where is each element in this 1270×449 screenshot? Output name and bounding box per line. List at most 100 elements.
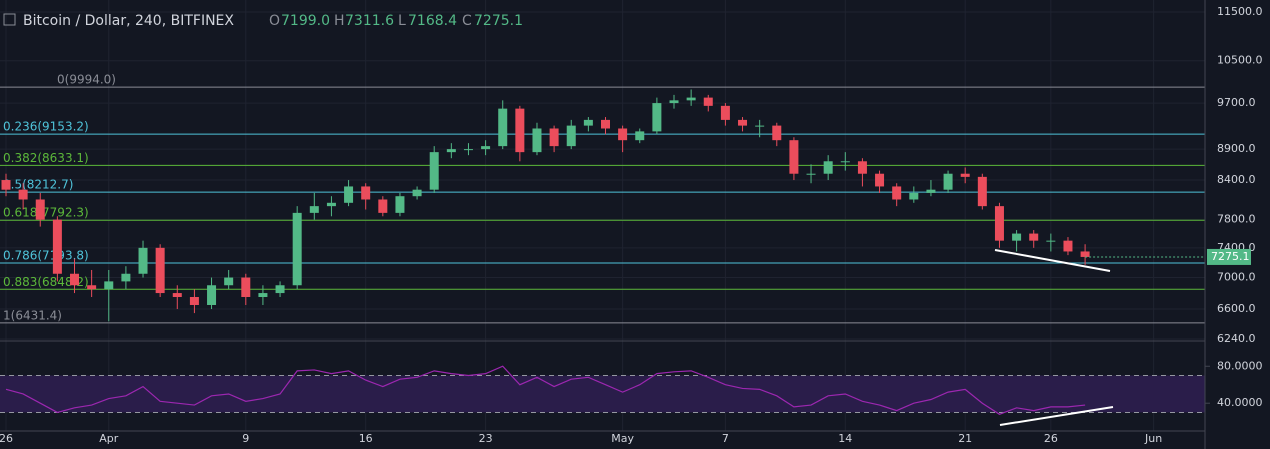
candle-body	[515, 108, 525, 153]
candle-body	[241, 277, 251, 298]
candle-body	[138, 247, 148, 274]
y-tick-label: 8900.0	[1217, 142, 1256, 155]
y-tick-label: 7000.0	[1217, 271, 1256, 284]
open-value: 7199.0	[281, 13, 330, 29]
x-tick-label: 7	[722, 432, 729, 445]
candle-body	[892, 186, 902, 200]
candle-body	[943, 173, 953, 190]
candle-body	[1063, 240, 1073, 252]
candle-body	[446, 149, 456, 153]
candle-body	[326, 202, 336, 207]
y-tick-label: 9700.0	[1217, 96, 1256, 109]
candle-body	[344, 186, 354, 203]
candle-body	[189, 297, 199, 305]
candle-body	[18, 189, 28, 200]
fib-label: 0.618(7792.3)	[3, 206, 89, 220]
open-label: O	[269, 13, 280, 29]
y-tick-label: 11500.0	[1217, 5, 1263, 18]
fib-label: 0.382(8633.1)	[3, 151, 89, 165]
candle-body	[549, 128, 559, 147]
candle-body	[292, 212, 302, 286]
candle-body	[378, 199, 388, 213]
x-tick-label: May	[611, 432, 634, 445]
candle-body	[738, 119, 748, 126]
candle-body	[412, 189, 422, 197]
x-tick-label: 21	[958, 432, 972, 445]
close-value: 7275.1	[474, 13, 523, 29]
candle-body	[70, 273, 80, 286]
candle-body	[361, 186, 371, 200]
candle-body	[977, 176, 987, 207]
y-tick-label: 10500.0	[1217, 54, 1263, 67]
candle-body	[875, 173, 885, 187]
x-tick-label: 14	[838, 432, 852, 445]
candle-body	[207, 285, 217, 305]
y-tick-label: 6600.0	[1217, 302, 1256, 315]
trend-line	[994, 249, 1111, 272]
candle-body	[669, 100, 679, 104]
candle-body	[789, 140, 799, 174]
last-price-box	[1207, 248, 1251, 265]
close-label: C	[462, 13, 472, 29]
candle-body	[35, 199, 45, 220]
collapse-icon[interactable]	[3, 13, 16, 26]
x-tick-label: Apr	[99, 432, 119, 445]
candle-body	[926, 189, 936, 193]
candle-body	[635, 131, 645, 141]
candle-body	[960, 173, 970, 177]
candle-body	[857, 161, 867, 174]
candle-body	[909, 192, 919, 200]
candle-body	[121, 273, 131, 282]
high-label: H	[334, 13, 345, 29]
candle-body	[155, 247, 165, 294]
candle-body	[652, 103, 662, 132]
candle-body	[583, 119, 593, 126]
last-price-label: 7275.1	[1211, 250, 1250, 263]
candle-body	[172, 293, 182, 298]
x-tick-label: 16	[359, 432, 373, 445]
candle-body	[498, 108, 508, 147]
candle-body	[532, 128, 542, 153]
candle-body	[1029, 233, 1039, 241]
y-tick-label: 40.0000	[1217, 396, 1263, 409]
x-tick-label: Jun	[1144, 432, 1162, 445]
candle-body	[87, 285, 97, 290]
fib-label: 0.883(6848.2)	[3, 275, 89, 289]
fib-label: 0.5(8212.7)	[3, 178, 73, 192]
x-tick-label: 26	[0, 432, 13, 445]
high-value: 7311.6	[345, 13, 394, 29]
candle-body	[395, 196, 405, 213]
candle-body	[224, 277, 234, 286]
low-value: 7168.4	[408, 13, 457, 29]
candle-body	[52, 219, 62, 274]
candle-body	[258, 293, 268, 298]
fib-label: 1(6431.4)	[3, 308, 62, 322]
candle-body	[1046, 240, 1056, 242]
grid	[0, 0, 1205, 431]
y-tick-label: 8400.0	[1217, 173, 1256, 186]
candle-body	[703, 97, 713, 106]
candle-body	[806, 173, 816, 175]
candle-body	[275, 285, 285, 294]
candle-body	[600, 119, 610, 129]
candle-body	[1012, 233, 1022, 241]
x-tick-label: 26	[1044, 432, 1058, 445]
fib-label: 0.786(7193.8)	[3, 248, 89, 262]
candle-body	[755, 125, 765, 127]
y-tick-label: 7800.0	[1217, 213, 1256, 226]
candle-body	[463, 149, 473, 151]
low-label: L	[398, 13, 406, 29]
candle-body	[772, 125, 782, 141]
x-tick-label: 9	[242, 432, 249, 445]
candle-body	[994, 206, 1004, 241]
y-tick-label: 80.0000	[1217, 359, 1263, 372]
candle-body	[840, 161, 850, 163]
candle-body	[1080, 251, 1090, 257]
symbol-title: Bitcoin / Dollar, 240, BITFINEX	[23, 13, 234, 29]
candle-body	[720, 105, 730, 120]
fib-label: 0.236(9153.2)	[3, 120, 89, 134]
trend-line	[999, 406, 1114, 426]
